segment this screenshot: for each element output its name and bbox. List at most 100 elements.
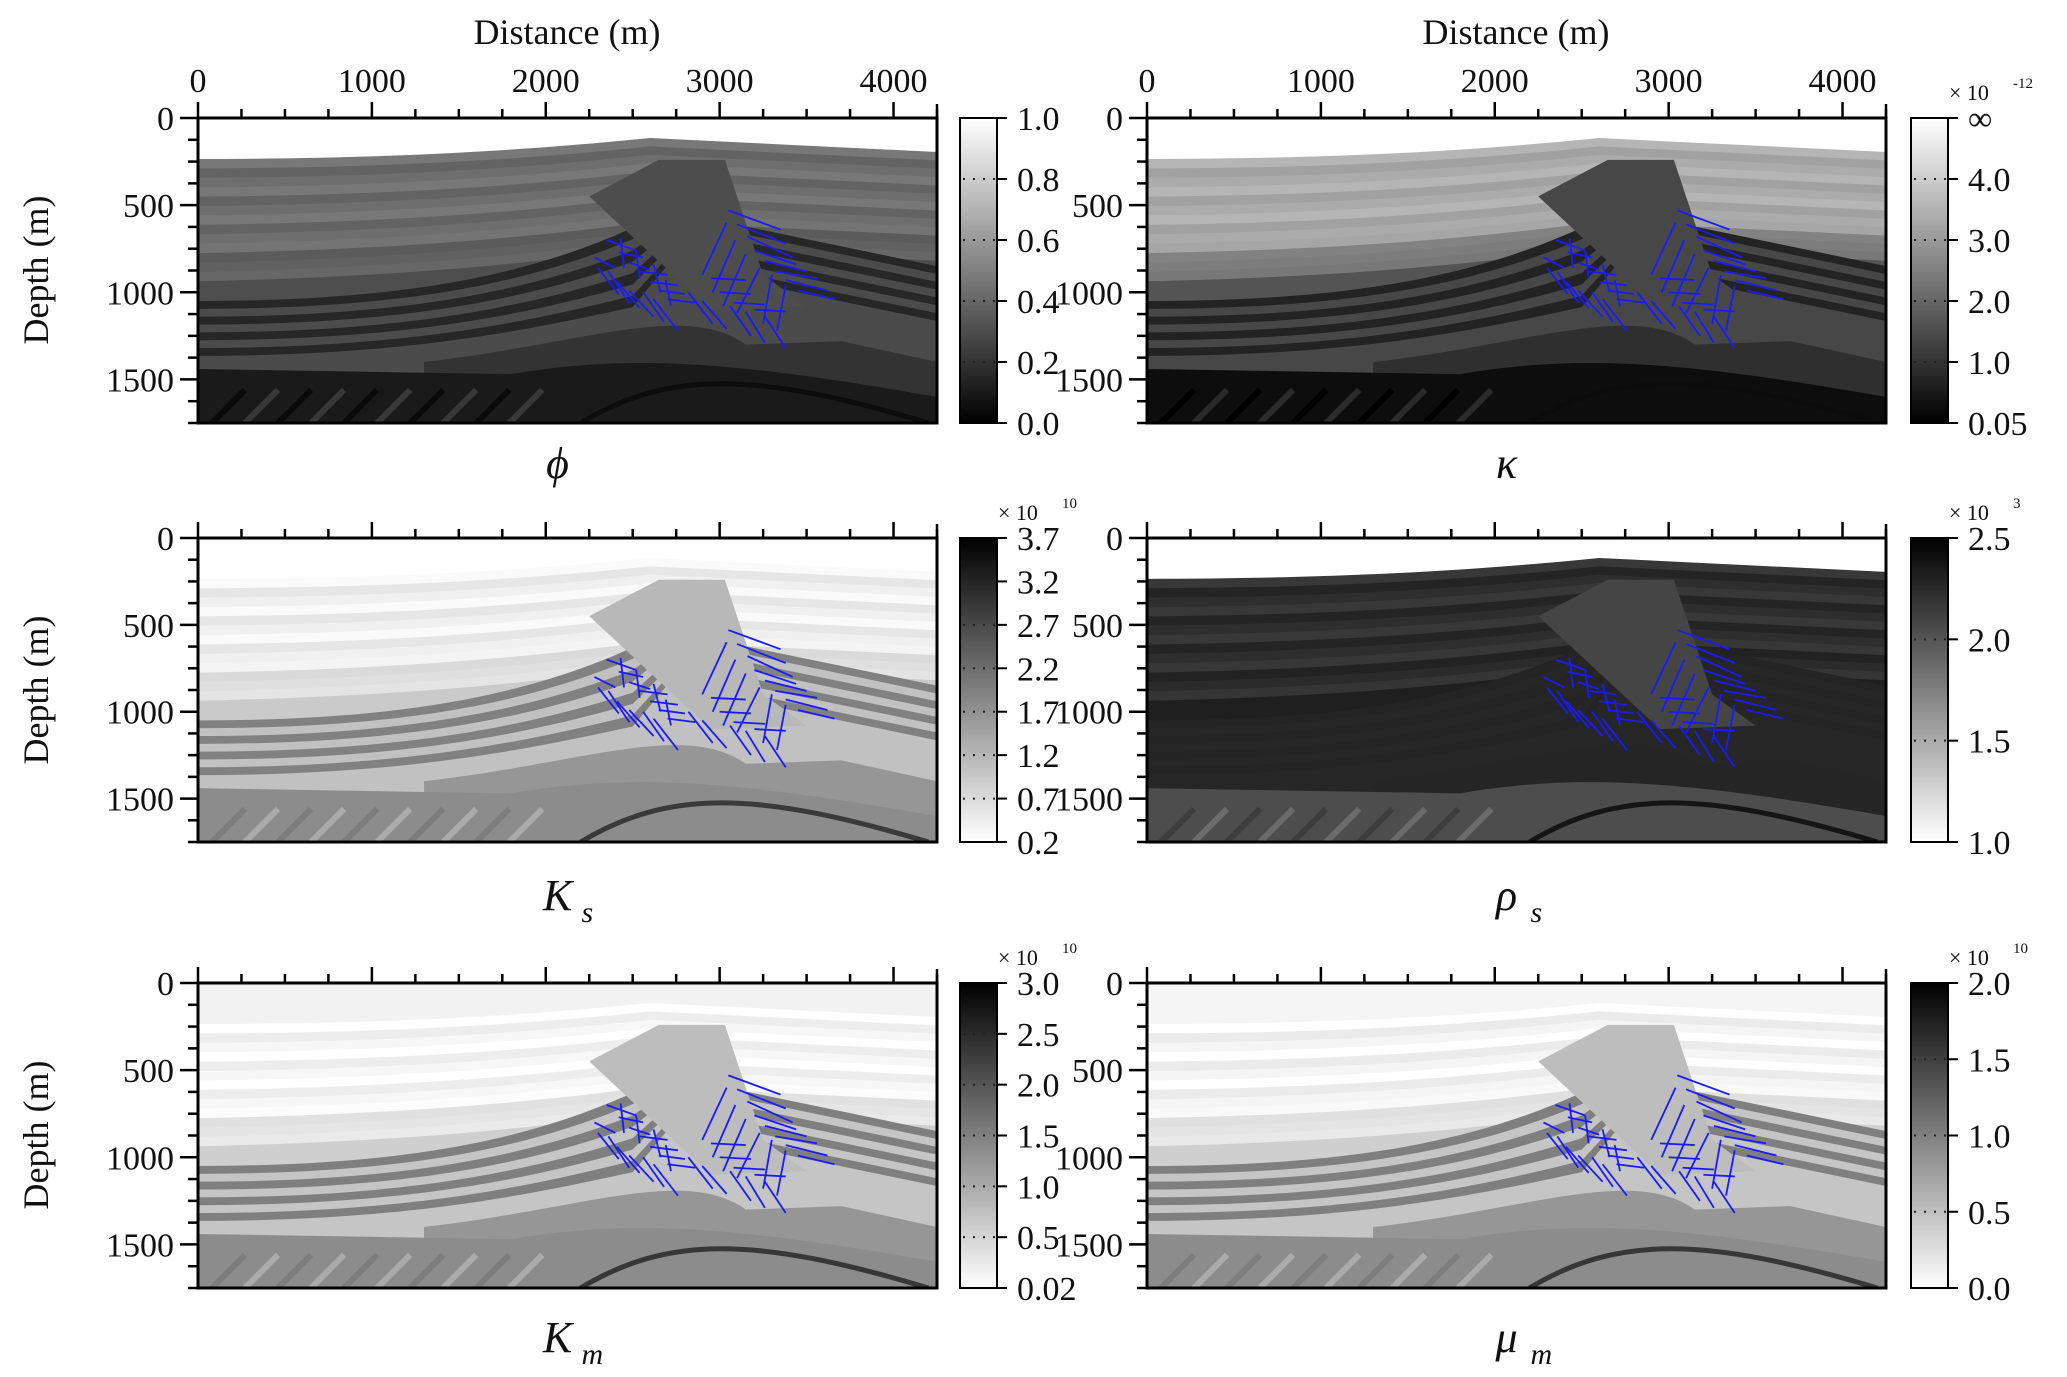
fracture-line bbox=[1678, 1170, 1701, 1202]
fracture-line bbox=[658, 289, 685, 295]
fracture-line bbox=[785, 279, 828, 292]
colorbar-label: 1.7 bbox=[1017, 695, 1060, 732]
arch-horizon bbox=[579, 1246, 930, 1288]
fracture-line bbox=[616, 700, 641, 728]
y-tick-label: 1000 bbox=[1055, 1140, 1123, 1177]
basement-stratum bbox=[1191, 1252, 1230, 1288]
y-tick-label: 1500 bbox=[106, 362, 174, 399]
colorbar-exponent: 10 bbox=[1062, 496, 1077, 512]
fracture-line bbox=[1724, 1135, 1767, 1145]
fracture-line bbox=[1659, 1142, 1695, 1146]
colorbar-label: 3.7 bbox=[1017, 521, 1060, 558]
x-tick-label: 2000 bbox=[1461, 63, 1529, 100]
fracture-line bbox=[635, 250, 641, 279]
fracture-line bbox=[762, 274, 773, 324]
thrust-block bbox=[1538, 159, 1756, 310]
basement-stratum bbox=[341, 1252, 380, 1288]
fracture-line bbox=[1685, 1088, 1736, 1110]
heatmap-Ks bbox=[198, 538, 937, 842]
basement-stratum bbox=[1323, 1252, 1362, 1288]
fracture-line bbox=[1577, 1126, 1600, 1136]
basement-stratum bbox=[1456, 1252, 1494, 1288]
fracture-line bbox=[1598, 700, 1628, 706]
fracture-line bbox=[597, 1132, 620, 1160]
y-axis-title-row1: Depth (m) bbox=[16, 196, 56, 345]
colorbar-label: ∞ bbox=[1968, 101, 1992, 138]
fracture-line bbox=[1584, 1115, 1590, 1144]
basement-stratum bbox=[507, 387, 545, 423]
fracture-line bbox=[687, 1156, 714, 1190]
fracture-line bbox=[1601, 683, 1611, 712]
fracture-line bbox=[744, 310, 766, 344]
y-tick-label: 0 bbox=[157, 521, 174, 558]
y-tick-label: 1500 bbox=[1055, 782, 1123, 819]
fracture-line bbox=[628, 1154, 655, 1183]
y-tick-label: 500 bbox=[1072, 608, 1123, 645]
fracture-line bbox=[1650, 641, 1677, 695]
fracture-line bbox=[701, 641, 728, 695]
fracture-line bbox=[710, 696, 746, 701]
y-tick-label: 500 bbox=[1072, 188, 1123, 225]
fracture-line bbox=[1685, 223, 1736, 245]
colorbar-label: 1.0 bbox=[1017, 1169, 1060, 1206]
fracture-line bbox=[594, 256, 616, 269]
fracture-line bbox=[616, 1146, 641, 1174]
basement-stratum bbox=[441, 1252, 479, 1288]
fracture-line bbox=[754, 1114, 797, 1131]
panel-label-sub-Km: m bbox=[582, 1338, 604, 1371]
fracture-line bbox=[1746, 709, 1784, 720]
colorbar-label: 1.5 bbox=[1968, 1042, 2011, 1079]
fracture-line bbox=[1682, 1166, 1714, 1171]
colorbar-label: 0.2 bbox=[1017, 345, 1060, 382]
fracture-line bbox=[764, 1125, 807, 1138]
colorbar-label: 0.2 bbox=[1017, 825, 1060, 862]
fracture-line bbox=[1556, 1135, 1579, 1169]
fracture-line bbox=[729, 305, 752, 337]
basement-stratum bbox=[1191, 387, 1230, 423]
fracture-line bbox=[628, 261, 651, 271]
fracture-line bbox=[1556, 690, 1579, 723]
x-axis-title-right: Distance (m) bbox=[1423, 12, 1610, 52]
fracture-line bbox=[1607, 709, 1634, 715]
basement-stratum bbox=[242, 1252, 281, 1288]
basement-stratum bbox=[308, 806, 347, 842]
fracture-line bbox=[776, 704, 787, 751]
fracture-line bbox=[775, 270, 818, 280]
fracture-line bbox=[1693, 310, 1715, 344]
fracture-line bbox=[764, 1181, 787, 1214]
basement-stratum bbox=[1357, 806, 1395, 842]
fracture-line bbox=[667, 717, 696, 724]
fracture-line bbox=[1659, 277, 1695, 281]
fracture-line bbox=[736, 223, 787, 245]
thrust-block bbox=[589, 579, 807, 730]
fracture-line bbox=[658, 1154, 685, 1160]
fracture-line bbox=[597, 686, 620, 715]
fracture-line bbox=[1724, 270, 1767, 280]
basement-stratum bbox=[374, 387, 413, 423]
fracture-line bbox=[1677, 629, 1730, 651]
basement-stratum bbox=[1423, 1252, 1461, 1288]
fracture-line bbox=[729, 725, 752, 756]
panel-mu_m: 0 500 1000 1500 2.0 1.5 1.0 0.5 0.0 × 10 10 μ m bbox=[1055, 941, 2028, 1371]
fracture-line bbox=[1546, 686, 1569, 715]
colorbar bbox=[1910, 117, 1949, 424]
fracture-line bbox=[1546, 1132, 1569, 1160]
fracture-line bbox=[1565, 700, 1590, 728]
fracture-line bbox=[1598, 280, 1628, 287]
fracture-line bbox=[1668, 710, 1700, 715]
fracture-line bbox=[1556, 270, 1579, 304]
colorbar-label: 2.7 bbox=[1017, 608, 1060, 645]
basement-stratum bbox=[1423, 387, 1461, 423]
fracture-line bbox=[687, 291, 714, 325]
fracture-line bbox=[1546, 267, 1569, 295]
fracture-line bbox=[728, 209, 781, 231]
fracture-line bbox=[701, 1087, 728, 1141]
fracture-line bbox=[607, 690, 630, 723]
x-tick-label: 0 bbox=[190, 63, 207, 100]
fracture-line bbox=[597, 267, 620, 295]
fracture-line bbox=[658, 709, 685, 715]
fracture-line bbox=[607, 270, 630, 304]
fracture-line bbox=[1601, 1163, 1628, 1197]
fracture-line bbox=[1713, 260, 1756, 273]
fracture-line bbox=[1636, 711, 1663, 744]
